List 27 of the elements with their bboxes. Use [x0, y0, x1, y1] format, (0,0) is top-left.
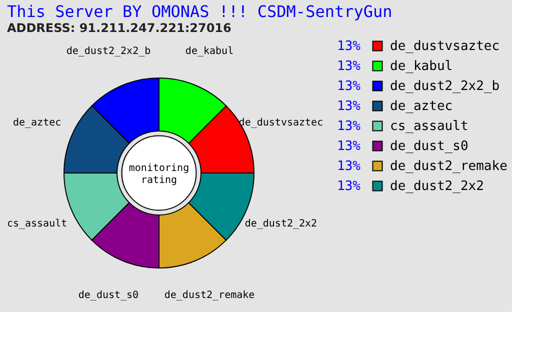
legend-label: de_dust2_2x2_b	[390, 79, 500, 94]
chart-title: This Server BY OMONAS !!! CSDM-SentryGun	[6, 2, 392, 21]
text: monitoring rating	[128, 163, 190, 186]
data-label: 13%	[337, 179, 361, 194]
data-label: 13%	[337, 139, 361, 154]
slice-label: de_dust2_2x2	[244, 218, 318, 230]
legend-label: de_dust2_remake	[390, 159, 508, 174]
data-label: 13%	[337, 99, 361, 114]
chart-subtitle: ADDRESS: 91.211.247.221:27016	[6, 21, 232, 35]
slice-label: cs_assault	[6, 218, 68, 230]
slice-label: de_dustvsaztec	[238, 117, 324, 128]
data-label: 13%	[337, 159, 361, 174]
slice-label: de_kabul	[185, 46, 234, 58]
legend-label: de_dust2_2x2	[390, 179, 484, 194]
legend-label: de_dust_s0	[390, 139, 468, 154]
slice-label: de_dust2_2x2_b	[66, 46, 151, 58]
legend-label: de_kabul	[390, 59, 453, 74]
legend-label: cs_assault	[390, 119, 468, 134]
data-label: 13%	[337, 59, 361, 74]
slice-label: de_aztec	[12, 117, 62, 128]
legend-label: de_dustvsaztec	[390, 39, 500, 54]
slice-label: de_dust_s0	[78, 290, 139, 301]
slice-label: de_dust2_remake	[164, 290, 255, 301]
data-label: 13%	[337, 119, 361, 134]
legend-label: de_aztec	[390, 99, 453, 114]
data-label: 13%	[337, 39, 361, 54]
data-label: 13%	[337, 79, 361, 94]
